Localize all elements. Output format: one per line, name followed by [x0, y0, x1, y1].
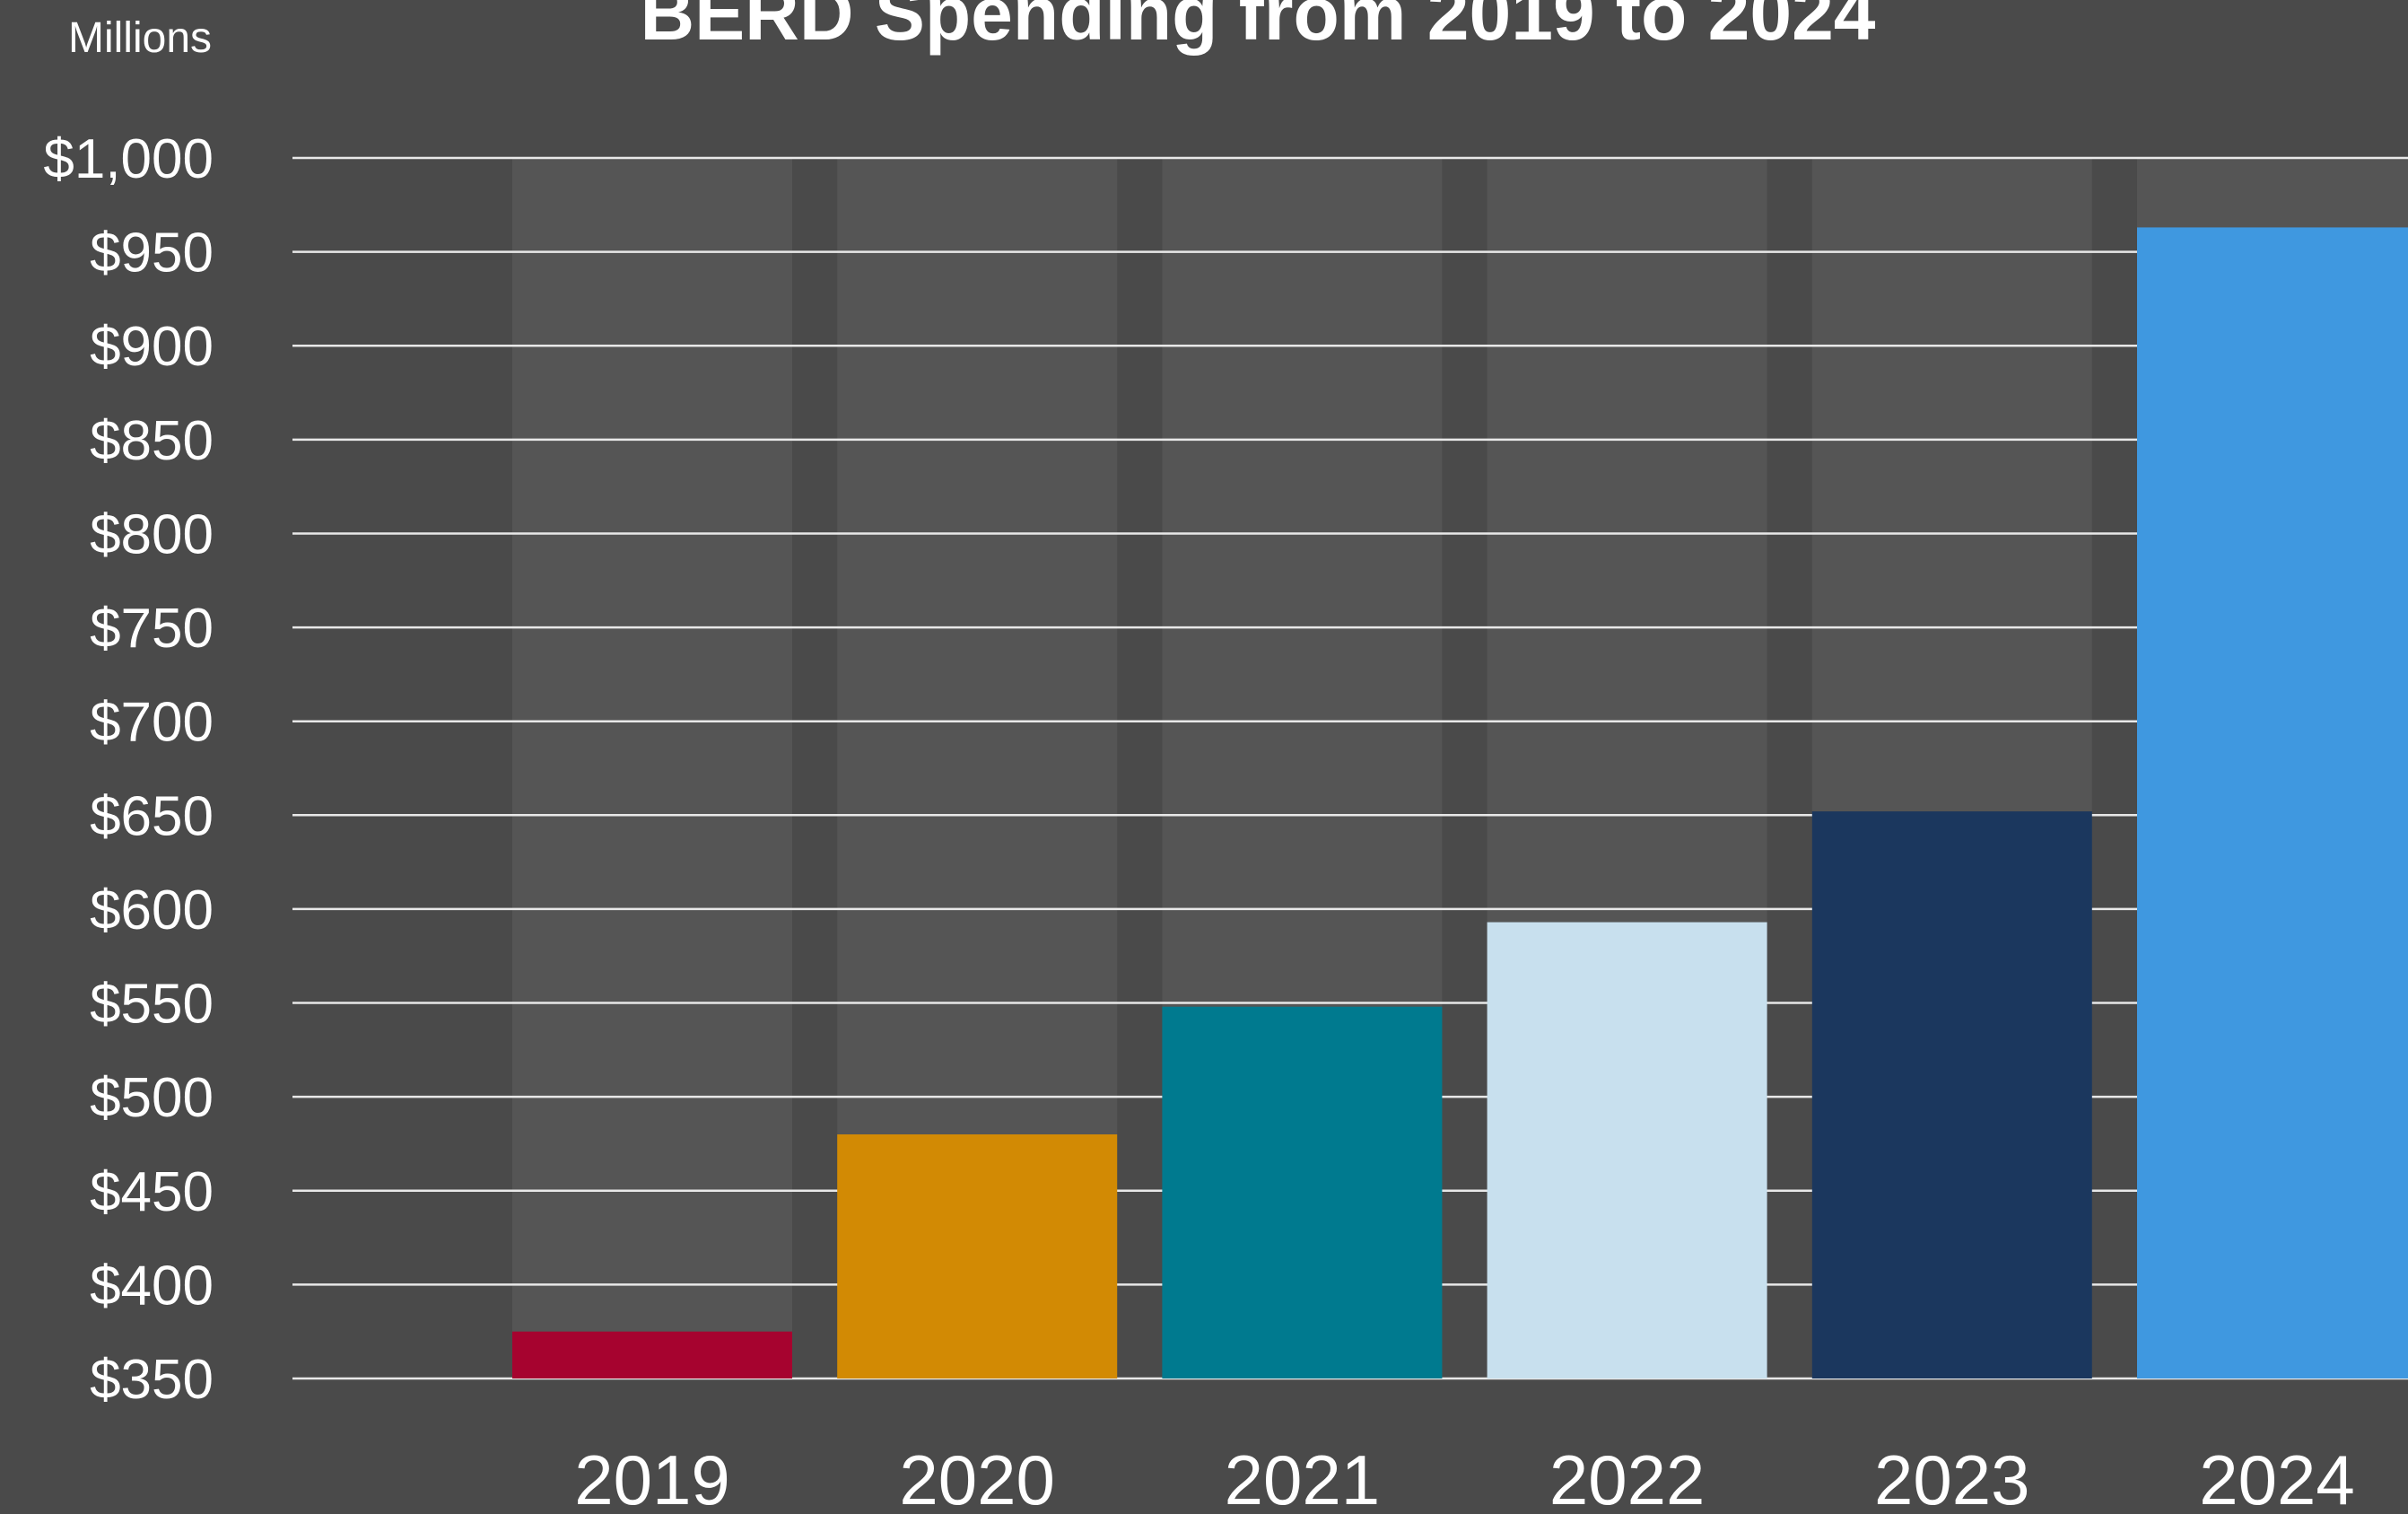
y-tick-label: $450	[90, 1161, 214, 1223]
y-tick-label: $800	[90, 503, 214, 565]
bar-2021	[1162, 1006, 1443, 1378]
x-tick-label-2019: 2019	[574, 1440, 730, 1510]
y-axis-unit-label: Millions	[68, 14, 212, 62]
y-tick-label: $400	[90, 1255, 214, 1317]
y-axis-ticks: $350 $400 $450 $500 $550 $600 $650 $700 $750 $800…	[43, 128, 214, 1411]
bar-2019	[512, 1331, 792, 1378]
y-tick-label: $750	[90, 598, 214, 660]
y-tick-label: $900	[90, 316, 214, 378]
y-tick-label: $700	[90, 692, 214, 754]
bars	[512, 227, 2408, 1378]
bar-2023	[1811, 811, 2092, 1378]
y-tick-label: $650	[90, 785, 214, 847]
bar-2020	[837, 1134, 1118, 1378]
x-tick-label-2024: 2024	[2199, 1440, 2355, 1510]
bar-track-2019	[512, 158, 792, 1378]
x-tick-label-2022: 2022	[1549, 1440, 1706, 1510]
x-tick-label-2021: 2021	[1225, 1440, 1381, 1510]
y-tick-label: $1,000	[43, 128, 214, 190]
bar-2024	[2137, 227, 2408, 1378]
x-tick-label-2020: 2020	[899, 1440, 1055, 1510]
x-tick-label-2023: 2023	[1874, 1440, 2030, 1510]
y-tick-label: $850	[90, 410, 214, 472]
y-tick-label: $950	[90, 223, 214, 284]
x-axis-ticks: 2019 2020 2021 2022 2023 2024	[574, 1440, 2355, 1514]
bar-2022	[1487, 922, 1767, 1378]
chart-title: BERD Spending from 2019 to 2024	[640, 0, 1875, 56]
y-tick-label: $550	[90, 974, 214, 1036]
y-tick-label: $350	[90, 1349, 214, 1411]
y-tick-label: $600	[90, 880, 214, 941]
y-tick-label: $500	[90, 1067, 214, 1129]
